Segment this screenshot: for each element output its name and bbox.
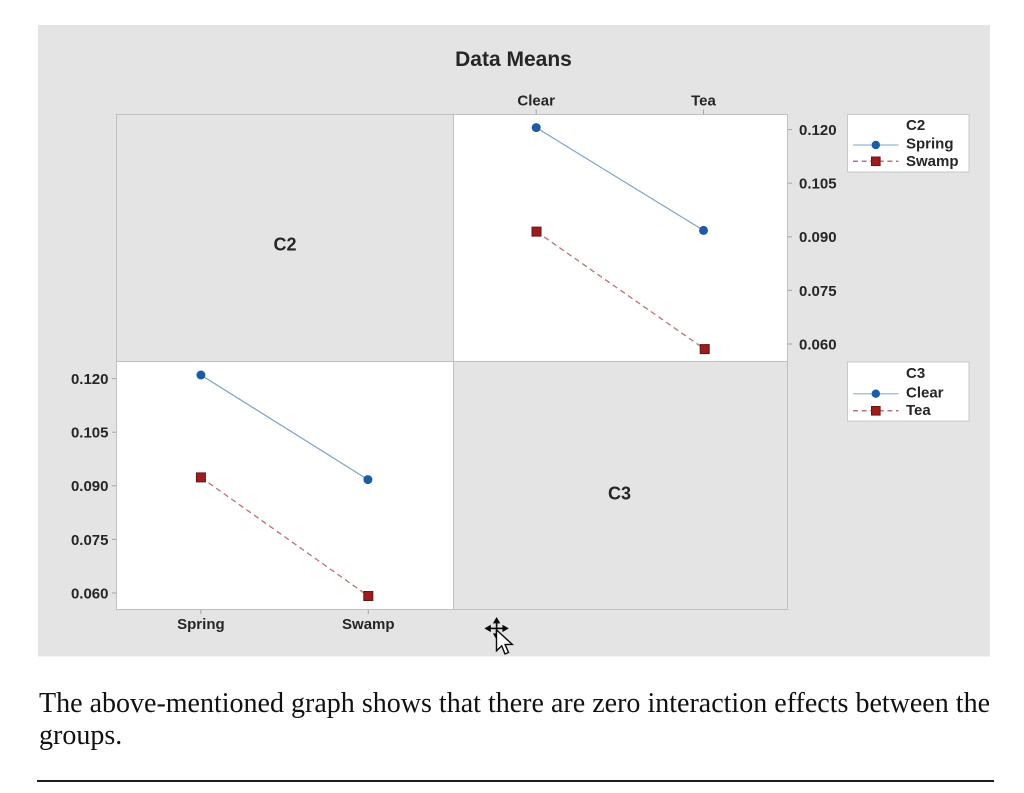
svg-text:0.105: 0.105 bbox=[799, 176, 837, 193]
svg-text:Data Means: Data Means bbox=[455, 48, 572, 71]
svg-text:0.060: 0.060 bbox=[71, 585, 109, 602]
svg-text:0.075: 0.075 bbox=[71, 532, 109, 549]
svg-text:Spring: Spring bbox=[177, 616, 225, 633]
svg-text:0.090: 0.090 bbox=[71, 478, 109, 495]
svg-text:Tea: Tea bbox=[691, 93, 716, 110]
svg-text:0.120: 0.120 bbox=[71, 371, 109, 388]
svg-text:0.120: 0.120 bbox=[799, 122, 837, 139]
svg-text:Swamp: Swamp bbox=[342, 616, 395, 633]
svg-text:Clear: Clear bbox=[906, 384, 944, 401]
svg-text:C3: C3 bbox=[906, 365, 925, 382]
svg-text:Clear: Clear bbox=[517, 93, 555, 110]
svg-text:Swamp: Swamp bbox=[906, 153, 959, 170]
svg-text:0.075: 0.075 bbox=[799, 283, 837, 300]
svg-text:0.060: 0.060 bbox=[799, 336, 837, 353]
svg-text:0.090: 0.090 bbox=[799, 229, 837, 246]
svg-text:Tea: Tea bbox=[906, 402, 931, 419]
svg-text:Spring: Spring bbox=[906, 136, 954, 153]
svg-text:C2: C2 bbox=[273, 235, 296, 255]
svg-text:C3: C3 bbox=[608, 484, 631, 504]
svg-text:C2: C2 bbox=[906, 117, 925, 134]
svg-text:0.105: 0.105 bbox=[71, 425, 109, 442]
